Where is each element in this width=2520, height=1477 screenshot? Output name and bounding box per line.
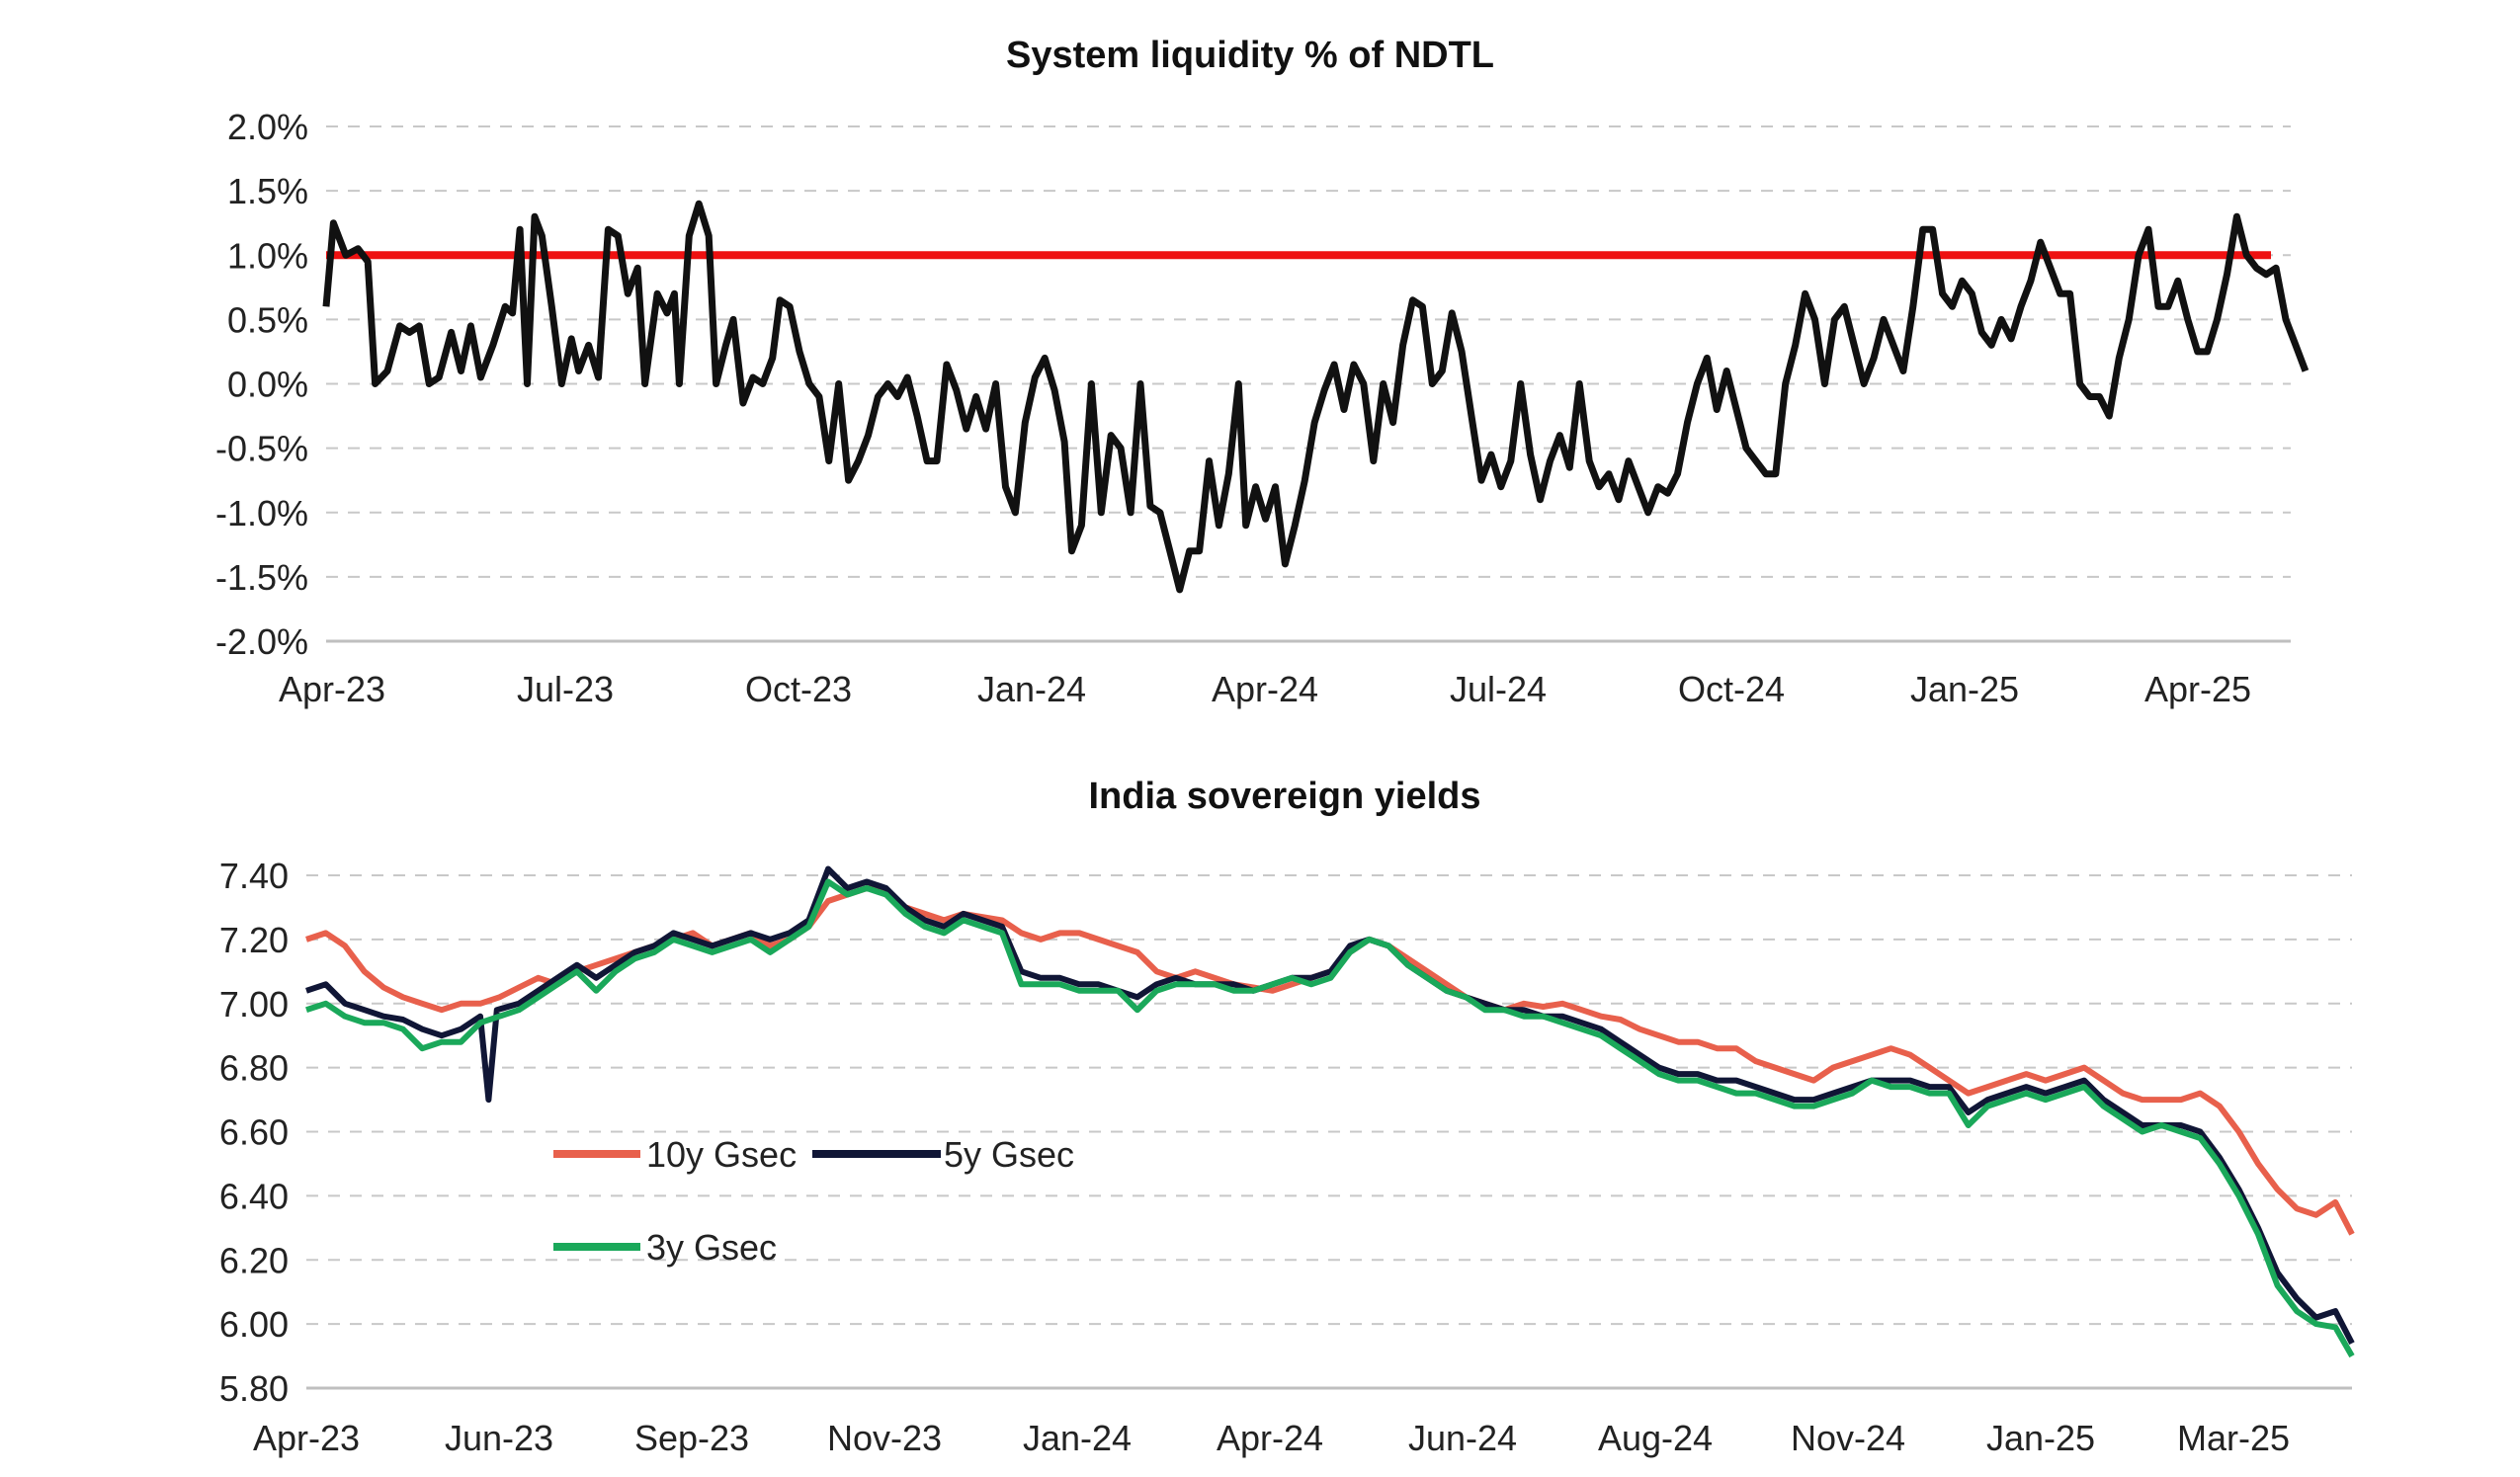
x-tick-label: Apr-24 [1217, 1418, 1323, 1458]
x-tick-label: Jul-23 [517, 669, 614, 709]
liquidity-chart-title: System liquidity % of NDTL [1006, 35, 1494, 76]
y-tick-label: 1.0% [227, 235, 308, 276]
x-tick-label: Oct-24 [1678, 669, 1785, 709]
legend: 10y Gsec 5y Gsec 3y Gsec [553, 1134, 1074, 1268]
yields-chart-title: India sovereign yields [1088, 776, 1480, 817]
liquidity-chart: System liquidity % of NDTL 2.0% 1.5% 1.0% 0… [215, 35, 2310, 709]
y-tick-label: 2.0% [227, 107, 308, 147]
y-tick-label: 6.60 [219, 1112, 289, 1153]
legend-label-5y: 5y Gsec [944, 1134, 1074, 1175]
x-tick-label: Nov-24 [1791, 1418, 1905, 1458]
y-tick-label: 7.00 [219, 984, 289, 1025]
y-tick-label: 0.0% [227, 365, 308, 405]
x-tick-label: Jan-24 [1023, 1418, 1132, 1458]
y-tick-label: 6.80 [219, 1048, 289, 1089]
liquidity-series-line [322, 200, 2310, 594]
x-tick-label: Sep-23 [634, 1418, 749, 1458]
y-tick-label: 6.00 [219, 1304, 289, 1345]
yields-chart-x-ticks: Apr-23 Jun-23 Sep-23 Nov-23 Jan-24 Apr-24 Jun-… [253, 1418, 2290, 1458]
x-tick-label: Apr-25 [2144, 669, 2251, 709]
x-tick-label: Jun-23 [445, 1418, 553, 1458]
series-line-3y [305, 878, 2355, 1358]
y-tick-label: 1.5% [227, 171, 308, 211]
y-tick-label: -1.0% [215, 493, 308, 533]
liquidity-chart-x-ticks: Apr-23 Jul-23 Oct-23 Jan-24 Apr-24 Jul-24 Oct-… [279, 669, 2251, 709]
yields-chart-grid [306, 874, 2352, 1390]
x-tick-label: Apr-23 [279, 669, 385, 709]
y-tick-label: 6.40 [219, 1176, 289, 1216]
y-tick-label: -0.5% [215, 429, 308, 469]
x-tick-label: Jan-24 [977, 669, 1086, 709]
x-tick-label: Aug-24 [1598, 1418, 1713, 1458]
y-tick-label: 5.80 [219, 1368, 289, 1409]
x-tick-label: Jul-24 [1450, 669, 1547, 709]
x-tick-label: Nov-23 [827, 1418, 942, 1458]
y-tick-label: -2.0% [215, 621, 308, 662]
x-tick-label: Jan-25 [1986, 1418, 2095, 1458]
liquidity-chart-y-ticks: 2.0% 1.5% 1.0% 0.5% 0.0% -0.5% -1.0% -1.5% -2.0% [215, 107, 308, 662]
series-line-5y [305, 865, 2355, 1345]
x-tick-label: Jan-25 [1910, 669, 2019, 709]
y-tick-label: 7.40 [219, 856, 289, 896]
x-tick-label: Apr-23 [253, 1418, 360, 1458]
y-tick-label: -1.5% [215, 557, 308, 598]
x-tick-label: Apr-24 [1212, 669, 1318, 709]
yields-chart: India sovereign yields 7.40 7.20 7.00 6.80 6… [219, 776, 2355, 1458]
legend-label-3y: 3y Gsec [646, 1227, 777, 1268]
y-tick-label: 0.5% [227, 299, 308, 340]
x-tick-label: Oct-23 [745, 669, 852, 709]
liquidity-chart-grid [326, 125, 2291, 643]
yields-chart-y-ticks: 7.40 7.20 7.00 6.80 6.60 6.40 6.20 6.00 5.80 [219, 856, 289, 1409]
x-tick-label: Jun-24 [1408, 1418, 1517, 1458]
x-tick-label: Mar-25 [2177, 1418, 2290, 1458]
y-tick-label: 6.20 [219, 1240, 289, 1280]
legend-label-10y: 10y Gsec [646, 1134, 797, 1175]
y-tick-label: 7.20 [219, 920, 289, 960]
